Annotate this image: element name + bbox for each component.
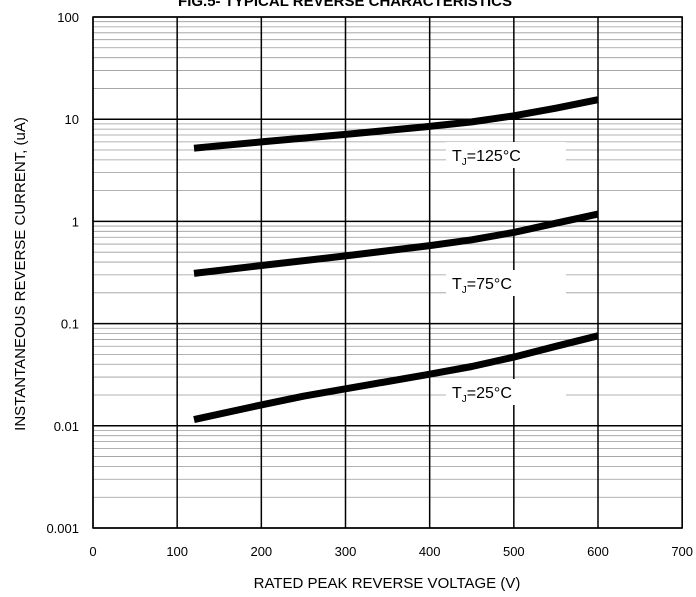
series-label-bg [446, 142, 566, 168]
y-axis-label: INSTANTANEOUS REVERSE CURRENT, (uA) [12, 117, 29, 431]
y-tick-label: 0.001 [46, 521, 79, 536]
y-tick-label: 0.1 [61, 317, 79, 332]
y-tick-label: 0.01 [54, 419, 79, 434]
y-tick-label: 10 [65, 112, 79, 127]
series-line-0 [193, 96, 599, 152]
x-tick-label: 200 [250, 544, 272, 559]
x-tick-label: 700 [671, 544, 693, 559]
plot-frame [92, 16, 683, 529]
x-tick-labels: 0 100 200 300 400 500 600 700 [89, 544, 693, 559]
series-label-0: TJ=125°C [452, 148, 521, 168]
x-tick-label: 600 [587, 544, 609, 559]
series-label-2: TJ=25°C [452, 385, 512, 405]
series-line-2 [193, 332, 599, 424]
x-axis-label: RATED PEAK REVERSE VOLTAGE (V) [254, 575, 521, 592]
chart-title: FIG.5- TYPICAL REVERSE CHARACTERISTICS [178, 0, 512, 10]
x-tick-label: 400 [419, 544, 441, 559]
series-curves [193, 96, 599, 424]
major-grid [92, 16, 683, 529]
x-tick-label: 300 [335, 544, 357, 559]
y-tick-label: 100 [57, 10, 79, 25]
y-tick-labels: 0.001 0.01 0.1 1 10 100 [46, 10, 79, 536]
x-tick-label: 500 [503, 544, 525, 559]
series-label-1: TJ=75°C [452, 276, 512, 296]
series-label-bg [446, 270, 566, 296]
series-line-1 [193, 210, 599, 277]
series-labels: TJ=125°C TJ=75°C TJ=25°C [446, 142, 566, 405]
x-tick-label: 100 [166, 544, 188, 559]
x-tick-label: 0 [89, 544, 96, 559]
y-tick-label: 1 [72, 214, 79, 229]
series-label-bg [446, 379, 566, 405]
